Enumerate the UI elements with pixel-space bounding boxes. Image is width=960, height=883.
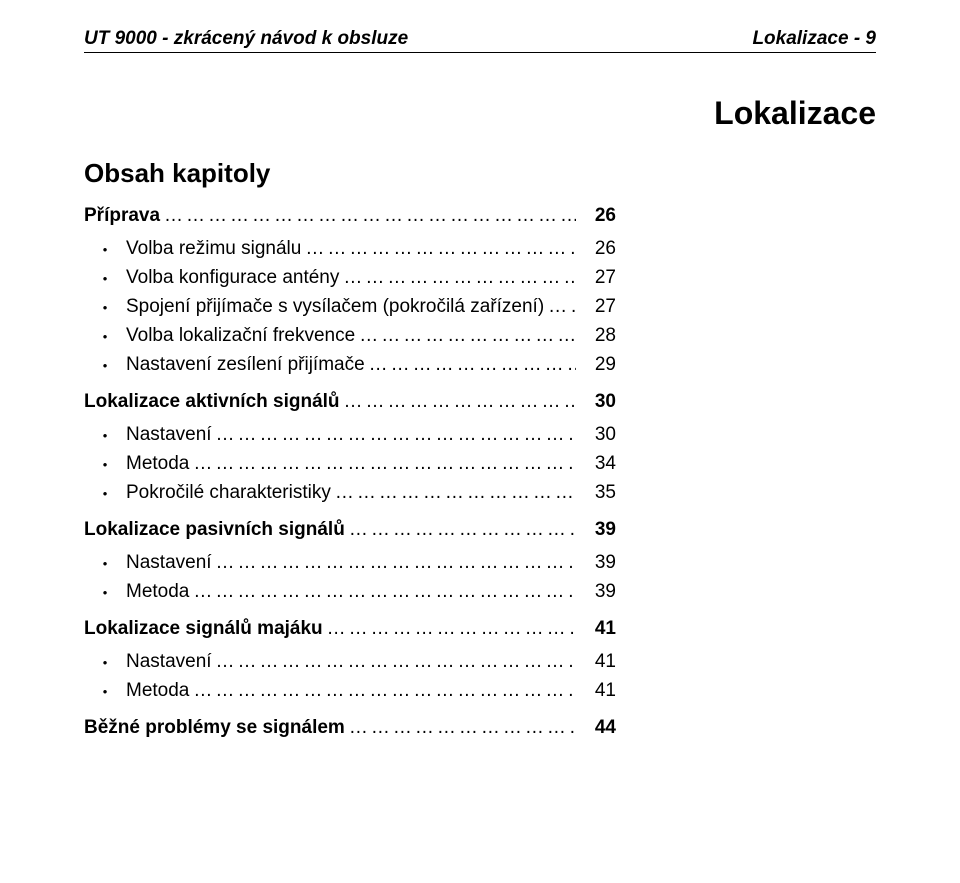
toc-label: Volba lokalizační frekvence [126,325,359,347]
toc-page-number: 27 [576,267,616,289]
toc-section: Lokalizace aktivních signálů………………………………… [84,391,876,414]
toc-page-number: 34 [576,453,616,475]
chapter-heading: Obsah kapitoly [84,158,876,189]
header-left: UT 9000 - zkrácený návod k obsluze [84,28,408,50]
page: UT 9000 - zkrácený návod k obsluze Lokal… [0,0,960,883]
toc-item: •Nastavení………………………………………………………………………………… [84,552,876,575]
bullet-icon: • [84,581,126,599]
toc-item: •Nastavení………………………………………………………………………………… [84,424,876,447]
toc-page-number: 39 [576,581,616,603]
toc-page-number: 41 [576,680,616,702]
toc-item: •Volba režimu signálu…………………………………………………… [84,238,876,261]
toc-page-number: 29 [576,354,616,376]
toc-page-number: 44 [576,717,616,739]
toc-leader: …………………………………………………………………………………………………………… [216,424,576,447]
bullet-icon: • [84,238,126,256]
toc-leader: …………………………………………………………………………………………………………… [164,205,576,228]
toc-label: Běžné problémy se signálem [84,717,349,739]
toc-label: Nastavení [126,651,216,673]
toc-label: Příprava [84,205,164,227]
toc-label: Nastavení [126,552,216,574]
toc-leader: …………………………………………………………………………………………………………… [305,238,576,261]
toc-leader: …………………………………………………………………………………………………………… [548,296,576,319]
toc-item: •Metoda………………………………………………………………………………………… [84,453,876,476]
toc-label: Metoda [126,453,193,475]
toc-leader: …………………………………………………………………………………………………………… [344,391,576,414]
toc-section: Příprava……………………………………………………………………………………… [84,205,876,228]
toc-item: •Volba konfigurace antény………………………………………… [84,267,876,290]
bullet-icon: • [84,296,126,314]
toc-item: •Nastavení zesílení přijímače……………………………… [84,354,876,377]
toc-leader: …………………………………………………………………………………………………………… [349,717,576,740]
toc-label: Metoda [126,581,193,603]
toc-item: •Nastavení………………………………………………………………………………… [84,651,876,674]
bullet-icon: • [84,482,126,500]
toc-leader: …………………………………………………………………………………………………………… [216,651,576,674]
bullet-icon: • [84,325,126,343]
toc-section: Běžné problémy se signálem……………………………………… [84,717,876,740]
toc-page-number: 30 [576,424,616,446]
page-header: UT 9000 - zkrácený návod k obsluze Lokal… [84,28,876,53]
toc-section: Lokalizace signálů majáku………………………………………… [84,618,876,641]
main-heading: Lokalizace [84,95,876,132]
toc-leader: …………………………………………………………………………………………………………… [193,581,576,604]
toc-leader: …………………………………………………………………………………………………………… [349,519,576,542]
toc-leader: …………………………………………………………………………………………………………… [343,267,576,290]
bullet-icon: • [84,267,126,285]
toc-item: •Metoda………………………………………………………………………………………… [84,581,876,604]
toc-page-number: 26 [576,238,616,260]
bullet-icon: • [84,453,126,471]
toc-label: Lokalizace signálů majáku [84,618,327,640]
toc-leader: …………………………………………………………………………………………………………… [335,482,576,505]
toc-leader: …………………………………………………………………………………………………………… [327,618,576,641]
toc-item: •Volba lokalizační frekvence………………………………… [84,325,876,348]
toc-label: Metoda [126,680,193,702]
bullet-icon: • [84,552,126,570]
toc-leader: …………………………………………………………………………………………………………… [193,680,576,703]
toc-label: Nastavení [126,424,216,446]
table-of-contents: Příprava……………………………………………………………………………………… [84,205,876,740]
bullet-icon: • [84,354,126,372]
toc-page-number: 41 [576,618,616,640]
toc-page-number: 30 [576,391,616,413]
toc-leader: …………………………………………………………………………………………………………… [359,325,576,348]
toc-item: •Spojení přijímače s vysílačem (pokročil… [84,296,876,319]
toc-page-number: 39 [576,519,616,541]
toc-leader: …………………………………………………………………………………………………………… [216,552,576,575]
toc-leader: …………………………………………………………………………………………………………… [193,453,576,476]
bullet-icon: • [84,424,126,442]
bullet-icon: • [84,680,126,698]
toc-section: Lokalizace pasivních signálů………………………………… [84,519,876,542]
toc-label: Nastavení zesílení přijímače [126,354,369,376]
toc-page-number: 39 [576,552,616,574]
toc-label: Spojení přijímače s vysílačem (pokročilá… [126,296,548,318]
toc-page-number: 27 [576,296,616,318]
header-right: Lokalizace - 9 [752,28,876,50]
toc-page-number: 26 [576,205,616,227]
toc-page-number: 28 [576,325,616,347]
toc-leader: …………………………………………………………………………………………………………… [369,354,576,377]
toc-label: Volba režimu signálu [126,238,305,260]
toc-page-number: 35 [576,482,616,504]
toc-label: Volba konfigurace antény [126,267,343,289]
bullet-icon: • [84,651,126,669]
toc-label: Pokročilé charakteristiky [126,482,335,504]
toc-page-number: 41 [576,651,616,673]
toc-label: Lokalizace pasivních signálů [84,519,349,541]
toc-item: •Pokročilé charakteristiky……………………………………… [84,482,876,505]
toc-item: •Metoda………………………………………………………………………………………… [84,680,876,703]
toc-label: Lokalizace aktivních signálů [84,391,344,413]
